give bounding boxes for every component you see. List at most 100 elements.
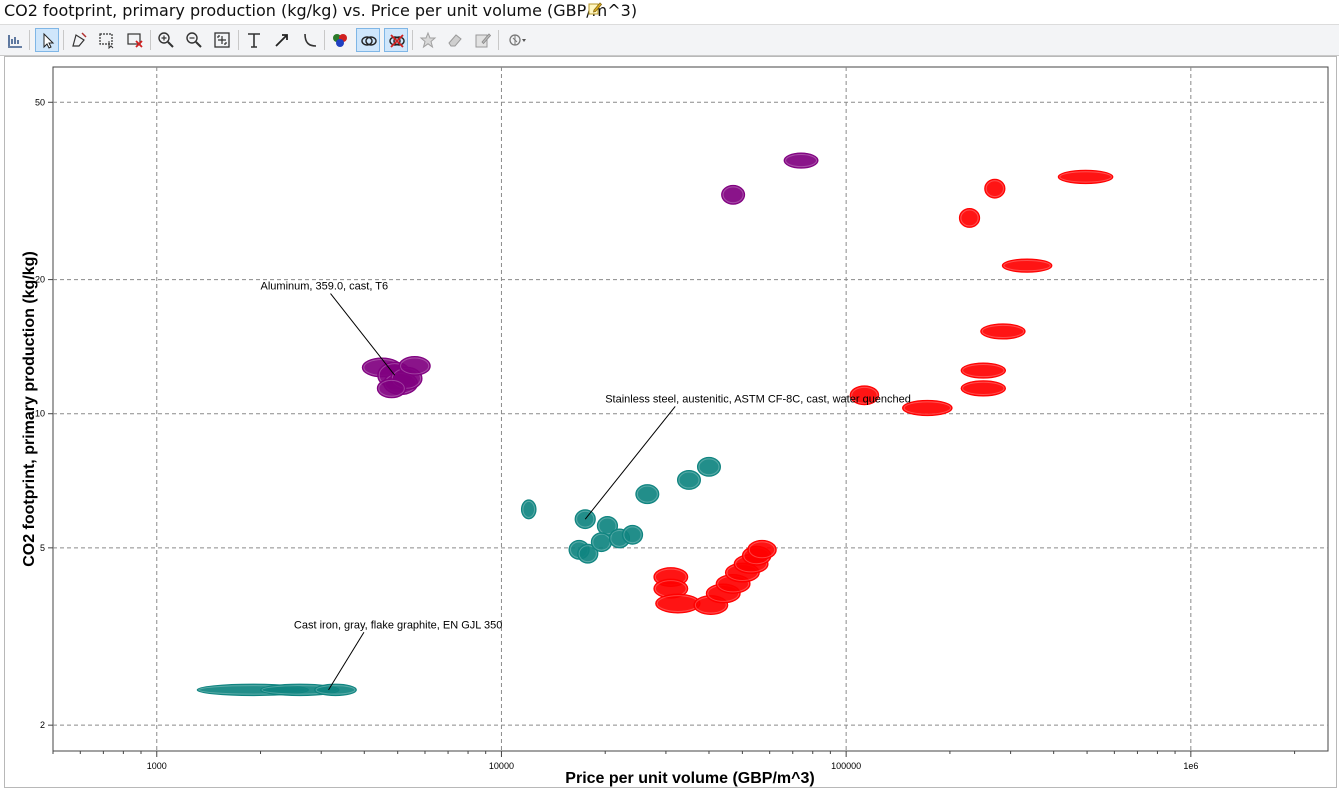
- toolbar-separator: [324, 30, 325, 50]
- fit-view-button[interactable]: [210, 28, 234, 52]
- edit-note-button[interactable]: [471, 28, 495, 52]
- material-bubble-highlight: [960, 209, 979, 227]
- material-bubble-highlight: [678, 471, 700, 489]
- box-select-button[interactable]: [95, 28, 119, 52]
- arrow-tool-icon: [275, 34, 288, 47]
- toolbar-separator: [238, 30, 239, 50]
- material-bubble[interactable]: [621, 524, 644, 545]
- y-tick-label: 20: [35, 275, 45, 285]
- select-pointer-button[interactable]: [35, 28, 59, 52]
- x-tick-label: 100000: [831, 761, 861, 771]
- title-bar: CO2 footprint, primary production (kg/kg…: [0, 0, 1339, 22]
- material-bubble[interactable]: [635, 484, 660, 505]
- zoom-out-button[interactable]: [182, 28, 206, 52]
- material-bubble[interactable]: [980, 323, 1026, 340]
- fit-view-icon: [214, 32, 230, 48]
- eraser-button[interactable]: [443, 28, 467, 52]
- material-bubble[interactable]: [1057, 169, 1114, 185]
- material-bubble-highlight: [981, 324, 1025, 339]
- material-bubble-highlight: [748, 541, 776, 559]
- material-bubble-highlight: [851, 386, 878, 404]
- annotations[interactable]: Aluminum, 359.0, cast, T6 Stainless steel…: [261, 281, 911, 691]
- material-bubble[interactable]: [314, 683, 357, 697]
- draw-polygon-icon: [72, 32, 87, 47]
- material-bubble[interactable]: [676, 470, 702, 490]
- eraser-icon: [448, 34, 462, 47]
- x-tick-label: 1e6: [1183, 761, 1198, 771]
- grid-lines: [53, 67, 1328, 751]
- material-bubble-highlight: [522, 500, 536, 518]
- arrow-tool-button[interactable]: [270, 28, 294, 52]
- color-palette-icon: [333, 34, 347, 47]
- material-bubble-highlight: [785, 153, 818, 168]
- annotation-leader-line: [584, 406, 676, 520]
- zoom-in-icon: [158, 32, 174, 48]
- data-points[interactable]: [196, 152, 1114, 697]
- material-bubble-highlight: [722, 186, 744, 204]
- favorite-star-icon: [419, 31, 437, 49]
- chart-properties-button[interactable]: [3, 28, 27, 52]
- material-bubble-highlight: [698, 458, 720, 476]
- favorite-star-button[interactable]: [416, 28, 440, 52]
- color-palette-button[interactable]: [328, 28, 352, 52]
- chart[interactable]: 1000 10000 100000 1e6 2 5 10 20 50 Aluminum, 35…: [5, 57, 1336, 787]
- annotation-leader-line: [328, 631, 365, 691]
- annotation-leader-line: [330, 293, 396, 376]
- annotation-label[interactable]: Aluminum, 359.0, cast, T6: [261, 281, 389, 293]
- hide-unselected-button[interactable]: [384, 28, 408, 52]
- chart-title: CO2 footprint, primary production (kg/kg…: [4, 1, 638, 20]
- x-tick-label: 10000: [489, 761, 514, 771]
- select-pointer-icon: [43, 32, 55, 49]
- material-bubble[interactable]: [376, 378, 407, 399]
- material-bubble[interactable]: [577, 543, 599, 564]
- material-bubble[interactable]: [984, 178, 1006, 199]
- material-bubble[interactable]: [520, 499, 537, 520]
- material-bubble[interactable]: [574, 509, 596, 530]
- material-bubble[interactable]: [783, 152, 819, 169]
- material-bubble[interactable]: [696, 456, 721, 477]
- material-bubble[interactable]: [960, 362, 1007, 379]
- material-bubble[interactable]: [747, 539, 777, 560]
- box-select-icon: [99, 33, 114, 49]
- material-bubble[interactable]: [1001, 258, 1053, 273]
- material-bubble-highlight: [962, 363, 1005, 378]
- chart-properties-icon: [8, 35, 22, 48]
- curve-tool-button[interactable]: [298, 28, 322, 52]
- annotation-label[interactable]: Cast iron, gray, flake graphite, EN GJL …: [294, 619, 503, 631]
- material-bubble-highlight: [598, 517, 617, 535]
- curve-tool-icon: [304, 33, 317, 47]
- text-tool-icon: [248, 33, 260, 48]
- material-bubble-highlight: [578, 545, 597, 563]
- material-bubble-highlight: [378, 379, 405, 397]
- y-tick-label: 10: [35, 409, 45, 419]
- material-bubble[interactable]: [655, 593, 701, 614]
- text-tool-button[interactable]: [242, 28, 266, 52]
- edit-title-icon[interactable]: [588, 1, 602, 15]
- zoom-out-icon: [186, 32, 202, 48]
- material-bubble-highlight: [1003, 259, 1051, 272]
- draw-polygon-button[interactable]: [67, 28, 91, 52]
- y-axis-ticks: 2 5 10 20 50: [35, 97, 53, 730]
- material-bubble[interactable]: [398, 356, 431, 376]
- material-bubble-highlight: [400, 357, 430, 375]
- material-bubble[interactable]: [960, 380, 1007, 397]
- show-envelopes-button[interactable]: [356, 28, 380, 52]
- zoom-in-button[interactable]: [154, 28, 178, 52]
- toolbar-separator: [498, 30, 499, 50]
- material-bubble[interactable]: [958, 208, 981, 228]
- filter-dropdown-icon: [509, 34, 526, 46]
- material-bubble[interactable]: [902, 399, 953, 417]
- x-axis-title: Price per unit volume (GBP/m^3): [565, 770, 814, 787]
- delete-selection-button[interactable]: [123, 28, 147, 52]
- show-envelopes-icon: [361, 36, 377, 46]
- material-bubble[interactable]: [721, 184, 746, 205]
- material-bubble[interactable]: [849, 385, 880, 406]
- filter-dropdown-button[interactable]: [504, 28, 538, 52]
- toolbar-separator: [29, 30, 30, 50]
- y-axis-title: CO2 footprint, primary production (kg/kg…: [21, 251, 38, 567]
- y-tick-label: 50: [35, 97, 45, 107]
- plot-area[interactable]: [52, 66, 1329, 752]
- annotation-label[interactable]: Stainless steel, austenitic, ASTM CF-8C,…: [605, 393, 911, 405]
- material-bubble[interactable]: [590, 532, 613, 553]
- toolbar-separator: [412, 30, 413, 50]
